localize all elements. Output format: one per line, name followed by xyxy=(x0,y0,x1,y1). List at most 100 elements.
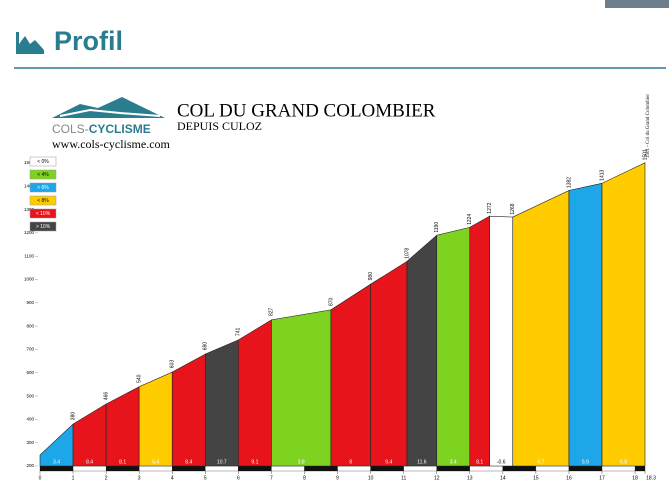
elevation-label: 380 xyxy=(70,412,76,421)
grade-label: -0.6 xyxy=(497,459,506,465)
km-strip xyxy=(470,466,503,471)
x-tick-label: 11 xyxy=(401,475,406,481)
elevation-label: 1501 xyxy=(642,149,648,160)
elevation-label: 980 xyxy=(368,272,374,281)
elevation-label: 1268 xyxy=(510,203,516,214)
km-strip xyxy=(205,466,238,471)
chart-subtitle: DEPUIS CULOZ xyxy=(177,119,262,133)
grade-label: 3.4 xyxy=(450,459,457,465)
x-tick-label: 6 xyxy=(237,475,240,481)
segment xyxy=(331,284,371,466)
grade-label: 6.7 xyxy=(537,459,544,465)
x-tick-label: 4 xyxy=(171,475,174,481)
x-tick-label: 2 xyxy=(105,475,108,481)
grade-label: 8 xyxy=(349,459,352,465)
profile-icon xyxy=(16,32,44,54)
y-tick-label: 1100 xyxy=(24,253,34,258)
segment xyxy=(205,340,238,466)
x-tick-label: 18.3 xyxy=(646,475,656,481)
segment xyxy=(513,191,569,466)
x-tick-label: 14 xyxy=(500,475,506,481)
grade-label: 3.8 xyxy=(298,459,305,465)
x-tick-label: 16 xyxy=(566,475,572,481)
page: Profil COLS-CYCLISME COL DU GRAND COLOMB… xyxy=(0,0,669,482)
x-tick-label: 10 xyxy=(368,475,374,481)
elevation-label: 1078 xyxy=(404,248,410,259)
grade-label: 8.1 xyxy=(476,459,483,465)
segment xyxy=(139,372,172,466)
x-tick-label: 0 xyxy=(39,475,42,481)
summit-label: 1501 - Col du Grand Colombier xyxy=(646,94,651,158)
logo-part: CYCLISME xyxy=(89,122,151,136)
legend-label: < 8% xyxy=(37,198,49,204)
km-strip xyxy=(106,466,139,471)
segment xyxy=(73,404,106,466)
elevation-label: 1382 xyxy=(566,177,572,188)
km-strip xyxy=(503,466,536,471)
y-tick-label: 900 xyxy=(26,300,34,305)
elevation-label: 741 xyxy=(236,328,242,337)
y-tick-label: 500 xyxy=(26,393,34,398)
grade-label: 6.8 xyxy=(620,459,627,465)
x-tick-label: 17 xyxy=(599,475,605,481)
legend-label: > 10% xyxy=(36,224,51,230)
x-tick-label: 15 xyxy=(533,475,539,481)
elevation-label: 1190 xyxy=(434,222,440,233)
grade-label: 3.4 xyxy=(53,459,60,465)
y-tick-label: 1000 xyxy=(24,277,35,282)
elevation-label: 466 xyxy=(103,392,109,401)
elevation-label: 680 xyxy=(203,342,209,351)
segment xyxy=(407,235,437,466)
x-tick-label: 1 xyxy=(72,475,75,481)
legend-label: < 10% xyxy=(36,211,51,217)
x-tick-label: 5 xyxy=(204,475,207,481)
km-strip xyxy=(40,466,73,471)
y-tick-label: 700 xyxy=(26,347,34,352)
km-strip xyxy=(404,466,437,471)
km-strip xyxy=(139,466,172,471)
segment xyxy=(371,261,407,466)
grade-label: 9.4 xyxy=(385,459,392,465)
km-strip xyxy=(437,466,470,471)
segment xyxy=(172,354,205,466)
thumbnail xyxy=(605,0,669,8)
grade-label: 8.4 xyxy=(185,459,192,465)
x-tick-label: 8 xyxy=(303,475,306,481)
elevation-label: 1272 xyxy=(487,202,493,213)
elevation-label: 1413 xyxy=(599,169,605,180)
elevation-label: 827 xyxy=(269,307,275,316)
segment xyxy=(490,216,513,466)
logo-text: COLS-CYCLISME xyxy=(52,122,151,136)
x-tick-label: 13 xyxy=(467,475,473,481)
km-strip xyxy=(338,466,371,471)
website: www.cols-cyclisme.com xyxy=(52,137,171,151)
y-tick-label: 300 xyxy=(26,440,34,445)
km-strip xyxy=(271,466,304,471)
grade-label: 9.1 xyxy=(251,459,258,465)
km-strip xyxy=(635,466,645,471)
segment xyxy=(271,310,331,466)
legend-label: < 6% xyxy=(37,185,49,191)
elevation-label: 1224 xyxy=(467,214,473,225)
y-tick-label: 200 xyxy=(26,463,34,468)
segment xyxy=(569,183,602,466)
grade-label: 8.1 xyxy=(119,459,126,465)
legend-label: < 0% xyxy=(37,159,49,165)
km-strip xyxy=(371,466,404,471)
km-strip xyxy=(73,466,106,471)
legend-label: < 4% xyxy=(37,172,49,178)
grade-label: 11.6 xyxy=(417,459,427,465)
km-strip xyxy=(536,466,569,471)
page-svg: Profil COLS-CYCLISME COL DU GRAND COLOMB… xyxy=(0,0,669,482)
elevation-label: 603 xyxy=(170,360,176,369)
logo-part: COLS- xyxy=(52,122,89,136)
y-tick-label: 800 xyxy=(26,323,34,328)
segment xyxy=(106,387,139,466)
km-strip xyxy=(172,466,205,471)
grade-label: 5.9 xyxy=(582,459,589,465)
km-strip xyxy=(602,466,635,471)
segment xyxy=(602,163,645,466)
elevation-label: 540 xyxy=(137,374,143,383)
y-tick-label: 600 xyxy=(26,370,34,375)
x-tick-label: 7 xyxy=(270,475,273,481)
